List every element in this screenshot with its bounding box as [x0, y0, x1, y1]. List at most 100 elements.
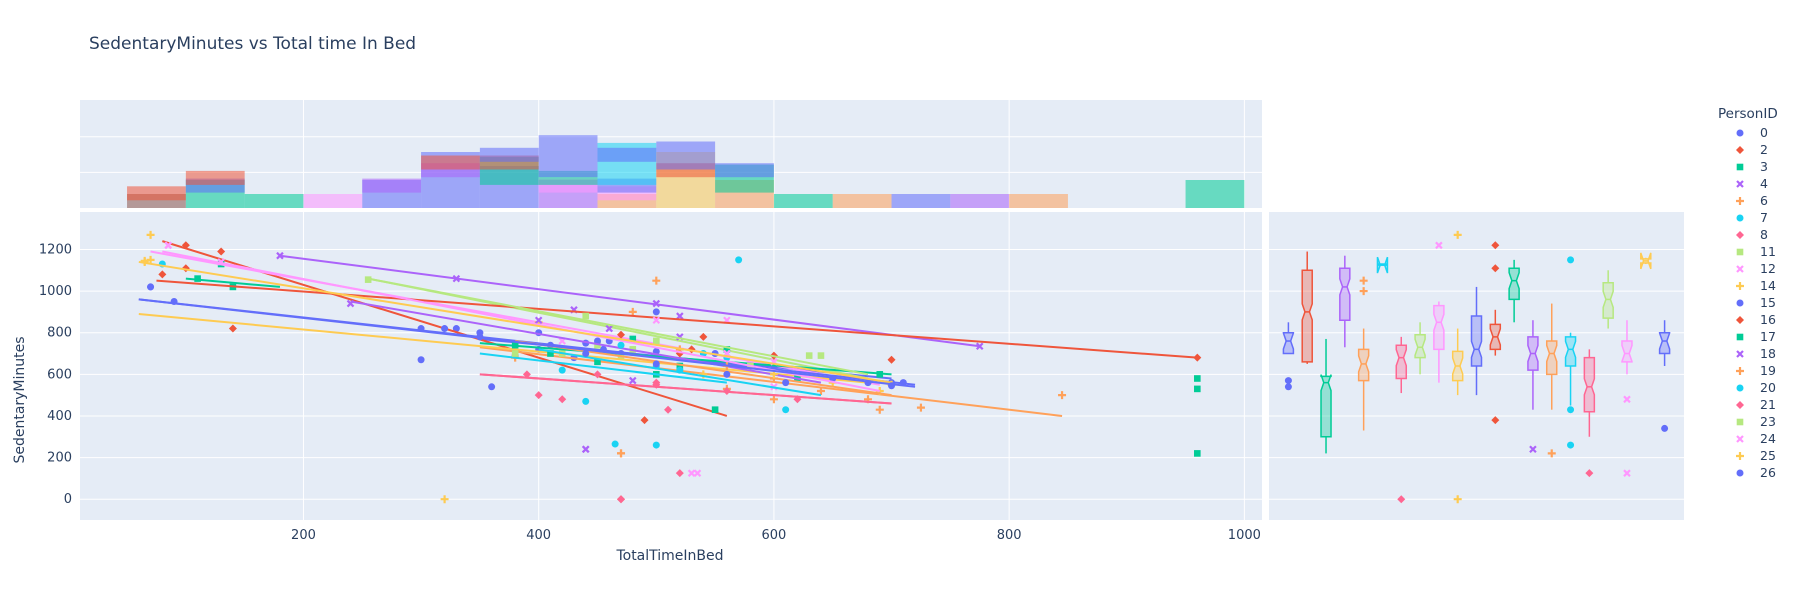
data-point [441, 325, 449, 333]
histogram-bar [127, 186, 186, 201]
legend-marker [1736, 197, 1744, 205]
data-point [147, 283, 155, 291]
data-point [652, 360, 660, 368]
data-point [875, 405, 884, 414]
boxplot-8 [1395, 336, 1408, 504]
legend-item-2[interactable]: 2 [1736, 142, 1768, 157]
legend-item-23[interactable]: 23 [1736, 414, 1776, 429]
legend-marker [1736, 350, 1744, 358]
box-body [1658, 331, 1671, 355]
legend-item-16[interactable]: 16 [1736, 312, 1776, 327]
legend-item-15[interactable]: 15 [1736, 295, 1776, 310]
data-point [676, 362, 684, 370]
legend-marker [1736, 469, 1744, 477]
legend-item-3[interactable]: 3 [1736, 159, 1768, 174]
box-body [1376, 256, 1389, 274]
data-point [652, 441, 660, 449]
boxplot-2 [1301, 251, 1313, 364]
trendline [138, 312, 869, 384]
data-point [617, 341, 625, 349]
legend-label: 16 [1760, 312, 1776, 327]
x-tick-label: 200 [291, 528, 316, 543]
boxplot-3 [1320, 338, 1332, 454]
y-axis-label: SedentaryMinutes [12, 336, 28, 463]
data-point [1194, 375, 1201, 382]
histogram-bar [362, 178, 422, 193]
trendline [479, 373, 892, 405]
legend-item-11[interactable]: 11 [1736, 244, 1776, 259]
data-point [1194, 450, 1201, 457]
legend-marker [1736, 214, 1744, 222]
data-point [452, 274, 461, 283]
data-point [723, 370, 731, 378]
trendline [515, 340, 892, 397]
histogram-bar [656, 141, 716, 170]
data-point [617, 449, 626, 458]
data-point [1058, 391, 1067, 400]
legend-marker [1736, 435, 1744, 443]
histogram-bar [832, 194, 892, 208]
legend-item-24[interactable]: 24 [1736, 431, 1776, 446]
histogram-bar [891, 194, 951, 208]
box-outlier [1491, 241, 1500, 250]
box-body [1508, 267, 1520, 301]
legend-label: 3 [1760, 159, 1768, 174]
legend-label: 19 [1760, 363, 1776, 378]
legend-item-14[interactable]: 14 [1736, 278, 1776, 293]
box-outlier [1547, 449, 1556, 458]
trendline [350, 300, 822, 384]
legend-item-18[interactable]: 18 [1736, 346, 1776, 361]
legend-item-25[interactable]: 25 [1736, 448, 1776, 463]
boxplot-6 [1357, 276, 1370, 431]
legend-item-7[interactable]: 7 [1736, 210, 1768, 225]
histogram-bar [538, 135, 598, 178]
series-21 [479, 370, 892, 478]
legend-item-0[interactable]: 0 [1736, 125, 1769, 140]
trendline [138, 298, 916, 388]
box-outlier [1284, 377, 1292, 385]
legend-item-12[interactable]: 12 [1736, 261, 1776, 276]
legend-item-17[interactable]: 17 [1736, 329, 1776, 344]
data-point [1194, 385, 1201, 393]
legend-item-26[interactable]: 26 [1736, 465, 1776, 480]
legend-label: 24 [1760, 431, 1776, 446]
legend-item-6[interactable]: 6 [1736, 193, 1768, 208]
boxplot-24 [1621, 320, 1633, 477]
data-point [693, 469, 702, 477]
x-tick-label: 800 [997, 528, 1022, 543]
x-axis-label: TotalTimeInBed [615, 548, 723, 564]
boxplot-23 [1602, 270, 1614, 329]
data-point [711, 406, 719, 414]
legend-item-4[interactable]: 4 [1736, 176, 1768, 191]
histogram-bar [1009, 194, 1068, 208]
data-point [194, 275, 201, 282]
trendline [162, 250, 880, 392]
boxplot-25 [1640, 252, 1652, 270]
legend-item-21[interactable]: 21 [1736, 397, 1776, 412]
legend-label: 4 [1760, 176, 1768, 191]
boxplot-12 [1433, 241, 1445, 383]
box-body [1395, 344, 1408, 380]
legend-item-19[interactable]: 19 [1736, 363, 1776, 378]
data-point [611, 440, 619, 448]
legend-item-8[interactable]: 8 [1736, 227, 1768, 242]
boxplot-16 [1489, 241, 1502, 425]
y-tick-label: 400 [47, 409, 72, 424]
trendline [367, 277, 869, 376]
box-outlier [1623, 469, 1631, 477]
x-tick-label: 600 [761, 528, 786, 543]
data-point [164, 241, 172, 250]
histogram-bar [773, 194, 833, 208]
box-outlier [1453, 230, 1462, 239]
scatter-plot-area[interactable]: 200 400 600 800 1000 0 200 400 600 800 1000 1200 [39, 0, 1269, 543]
legend-item-20[interactable]: 20 [1736, 380, 1776, 395]
data-point [628, 376, 637, 385]
box-outlier [1567, 256, 1575, 264]
box-body [1621, 340, 1633, 363]
data-point [534, 391, 543, 400]
histogram-bar [1185, 180, 1245, 208]
legend-marker [1736, 384, 1744, 392]
legend-label: 20 [1760, 380, 1776, 395]
box-body [1583, 356, 1596, 413]
